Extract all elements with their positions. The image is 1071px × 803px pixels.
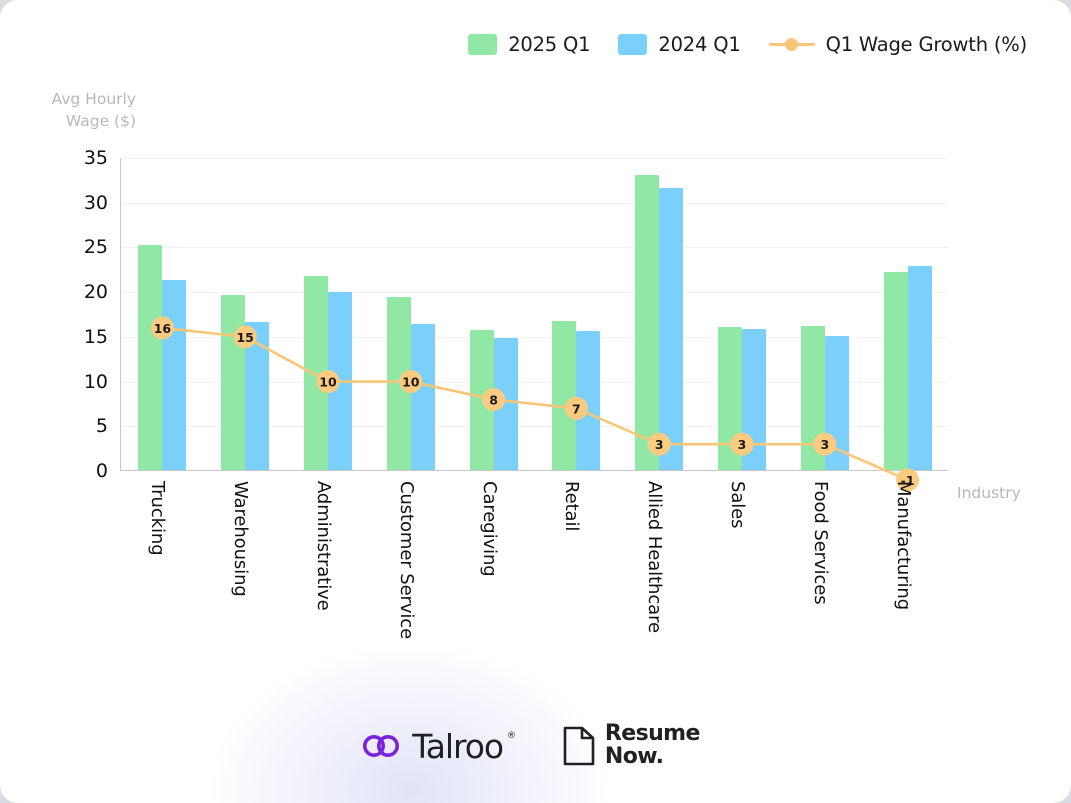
resume-now-line2: Now.	[604, 744, 664, 770]
x-tick-label: Trucking	[147, 481, 169, 556]
bar-group[interactable]	[783, 158, 866, 470]
legend-swatch-icon	[618, 34, 648, 55]
legend-label: 2024 Q1	[658, 33, 741, 56]
bar-prior-year[interactable]	[327, 292, 352, 470]
x-tick-label: Warehousing	[230, 481, 252, 597]
x-tick-label: Customer Service	[395, 481, 417, 640]
document-icon	[563, 726, 595, 766]
bar-group[interactable]	[287, 158, 370, 470]
plot-area: 0 5 10 15 20 25 30 35 16 15 10 10 8 7 3 3 3 -1	[84, 147, 949, 492]
y-tick-label: 35	[83, 147, 108, 169]
chart-legend: 2025 Q1 2024 Q1 Q1 Wage Growth (%)	[468, 33, 1027, 56]
y-tick-label: 5	[95, 415, 108, 438]
bar-prior-year[interactable]	[493, 337, 518, 470]
registered-mark: ®	[506, 730, 516, 741]
bar-current-year[interactable]	[469, 329, 494, 470]
x-tick-label: Allied Healthcare	[644, 481, 666, 633]
talroo-mark-icon	[363, 735, 400, 758]
y-tick-label: 25	[83, 236, 108, 259]
bar-current-year[interactable]	[883, 272, 908, 470]
bar-prior-year[interactable]	[576, 330, 601, 470]
x-tick-label: Food Services	[809, 481, 831, 605]
legend-swatch-icon	[468, 34, 498, 55]
y-axis-title-line1: Avg Hourly	[51, 90, 136, 108]
bar-prior-year[interactable]	[907, 266, 932, 470]
resume-now-line1: Resume	[604, 721, 700, 747]
bar-group[interactable]	[369, 158, 452, 470]
bar-current-year[interactable]	[138, 244, 163, 470]
x-tick-label: Retail	[561, 481, 583, 532]
gridline	[121, 202, 949, 204]
bar-prior-year[interactable]	[162, 279, 187, 470]
y-tick-label: 15	[83, 325, 108, 348]
x-tick-label: Sales	[727, 481, 748, 529]
talroo-wordmark: Talroo	[412, 726, 504, 766]
talroo-logo: Talroo ®	[361, 727, 516, 766]
resume-now-wordmark: Resume Now.	[604, 721, 700, 770]
bar-prior-year[interactable]	[410, 324, 435, 470]
y-tick-label: 10	[83, 370, 108, 393]
y-axis-title-line2: Wage ($)	[65, 112, 136, 131]
y-axis-title: Avg Hourly Wage ($)	[18, 88, 136, 133]
gridline	[121, 471, 949, 472]
gridline	[121, 158, 949, 159]
y-tick-label: 20	[83, 281, 108, 304]
bar-group[interactable]	[204, 158, 287, 470]
footer-logos: Talroo ® Resume Now.	[0, 721, 1071, 770]
bar-current-year[interactable]	[303, 275, 328, 470]
bar-prior-year[interactable]	[245, 322, 270, 470]
bar-prior-year[interactable]	[659, 188, 684, 470]
x-tick-label: Caregiving	[478, 481, 500, 577]
y-tick-label: 30	[83, 191, 108, 214]
bar-prior-year[interactable]	[741, 328, 766, 470]
bar-group[interactable]	[618, 158, 701, 470]
bar-group[interactable]	[535, 158, 618, 470]
bar-group[interactable]	[866, 158, 949, 470]
x-tick-label: Administrative	[313, 481, 334, 611]
resume-now-logo: Resume Now.	[562, 721, 700, 770]
legend-item-2[interactable]: Q1 Wage Growth (%)	[768, 33, 1028, 56]
legend-label: 2025 Q1	[508, 33, 591, 56]
bar-current-year[interactable]	[386, 296, 411, 470]
plot-wrapper: 0 5 10 15 20 25 30 35 16 15 10 10 8 7 3 3 3 -1	[84, 147, 949, 492]
gridline	[121, 247, 949, 249]
bar-current-year[interactable]	[221, 294, 246, 470]
y-tick-label: 0	[95, 460, 108, 482]
bar-group[interactable]	[701, 158, 784, 470]
x-tick-label: Manufacturing	[892, 481, 914, 611]
bar-group[interactable]	[452, 158, 535, 470]
bar-prior-year[interactable]	[824, 335, 849, 470]
bar-current-year[interactable]	[717, 326, 742, 470]
legend-label: Q1 Wage Growth (%)	[825, 33, 1028, 56]
bar-current-year[interactable]	[635, 174, 660, 470]
legend-item-1[interactable]: 2024 Q1	[618, 33, 741, 56]
bar-current-year[interactable]	[800, 326, 825, 470]
bar-group[interactable]	[121, 158, 204, 470]
x-axis-title: Industry	[957, 484, 1021, 502]
bar-current-year[interactable]	[552, 320, 577, 470]
legend-line-marker-icon	[768, 38, 815, 52]
legend-item-0[interactable]: 2025 Q1	[468, 33, 591, 56]
gridline	[121, 292, 949, 294]
